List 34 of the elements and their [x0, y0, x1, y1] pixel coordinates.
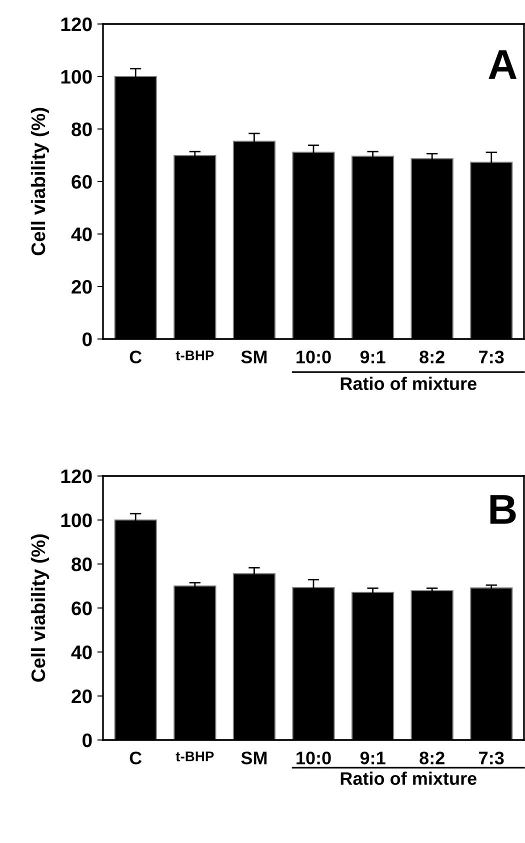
y-tick-label: 80 [72, 122, 92, 136]
y-tick-label: 60 [72, 601, 92, 616]
y-tick-label: 40 [71, 645, 92, 660]
x-tick-label: SM [241, 350, 267, 364]
annotation: B [490, 495, 516, 524]
y-tick-label: 20 [72, 689, 92, 704]
x-tick-label: t-BHP [176, 350, 214, 360]
y-tick-label: 20 [72, 280, 92, 294]
y-axis-title: Cell viability (%) [30, 108, 50, 256]
x-tick-label: C [130, 350, 142, 364]
x-tick-label: 9:1 [360, 350, 386, 364]
text: Ratio of mixture [340, 772, 476, 785]
y-tick-label: 120 [61, 469, 92, 484]
text: Ratio of mixture [340, 376, 476, 390]
y-tick-label: 80 [72, 557, 92, 572]
y-tick-label: 120 [61, 17, 92, 32]
annotation: A [488, 50, 517, 79]
x-tick-label: 8:2 [420, 752, 444, 764]
y-tick-label: 100 [61, 70, 92, 84]
y-tick-label: 0 [82, 332, 92, 346]
x-tick-label: 7:3 [479, 752, 504, 764]
x-tick-label: 10:0 [296, 350, 331, 364]
x-tick-label: 8:2 [420, 350, 444, 364]
x-tick-label: 10:0 [296, 752, 331, 764]
y-tick-label: 100 [61, 513, 92, 528]
x-tick-label: SM [241, 752, 267, 764]
x-tick-label: t-BHP [176, 752, 214, 762]
y-axis-title: Cell viability (%) [30, 534, 50, 682]
x-tick-label: 7:3 [479, 350, 504, 364]
x-tick-label: 9:1 [360, 752, 386, 764]
x-tick-label: C [130, 752, 142, 764]
y-tick-label: 60 [72, 174, 92, 189]
y-tick-label: 0 [82, 733, 92, 748]
y-tick-label: 40 [71, 227, 92, 242]
